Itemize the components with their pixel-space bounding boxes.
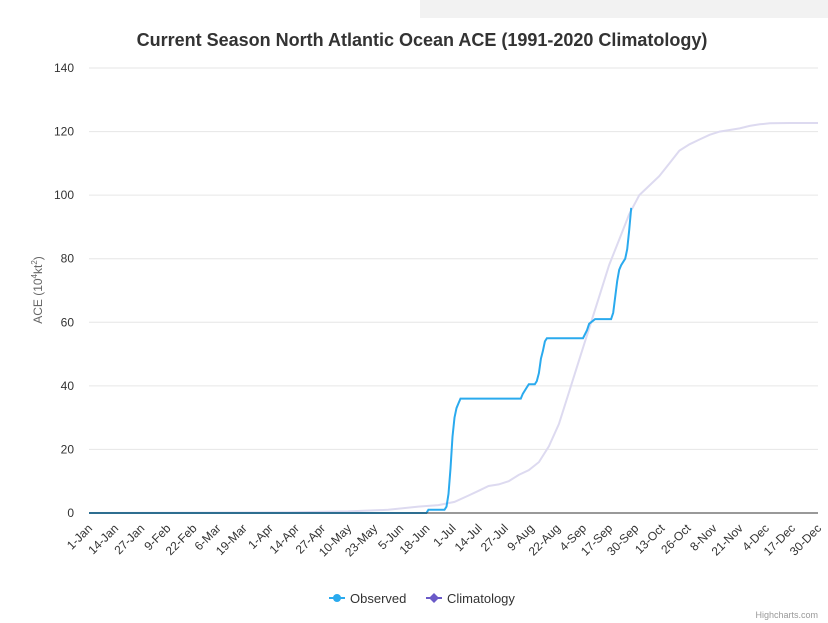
x-tick-label: 27-Jan: [111, 521, 147, 557]
legend-climatology-label: Climatology: [447, 591, 515, 606]
top-toolbar-strip: [420, 0, 828, 18]
legend-item-observed[interactable]: Observed: [329, 591, 406, 606]
observed-legend-marker: [333, 594, 341, 602]
y-tick-label: 20: [61, 442, 75, 456]
y-tick-label: 80: [61, 252, 75, 266]
y-axis-ticks: 0 20 40 60 80 100 120 140: [54, 61, 74, 520]
legend-observed-label: Observed: [350, 591, 406, 606]
legend: Observed Climatology: [329, 591, 515, 606]
climatology-legend-marker: [429, 593, 439, 603]
y-tick-label: 100: [54, 188, 74, 202]
y-tick-label: 60: [61, 315, 75, 329]
grid-lines: [89, 67, 818, 450]
y-tick-label: 40: [61, 379, 75, 393]
legend-item-climatology[interactable]: Climatology: [426, 591, 515, 606]
y-axis-label: ACE (104kt2): [30, 256, 45, 324]
y-tick-label: 140: [54, 61, 74, 75]
observed-series-line: [89, 207, 633, 514]
x-tick-label: 27-Jul: [478, 521, 511, 554]
x-tick-label: 26-Oct: [658, 521, 694, 557]
chart-title: Current Season North Atlantic Ocean ACE …: [137, 30, 708, 50]
climatology-series-line: [88, 122, 818, 514]
x-tick-label: 14-Jul: [452, 521, 485, 554]
x-tick-label: 18-Jun: [397, 521, 433, 557]
x-axis-ticks: 1-Jan14-Jan27-Jan9-Feb22-Feb6-Mar19-Mar1…: [64, 521, 824, 560]
y-tick-label: 120: [54, 125, 74, 139]
y-tick-label: 0: [67, 506, 74, 520]
credits-link[interactable]: Highcharts.com: [755, 610, 818, 620]
